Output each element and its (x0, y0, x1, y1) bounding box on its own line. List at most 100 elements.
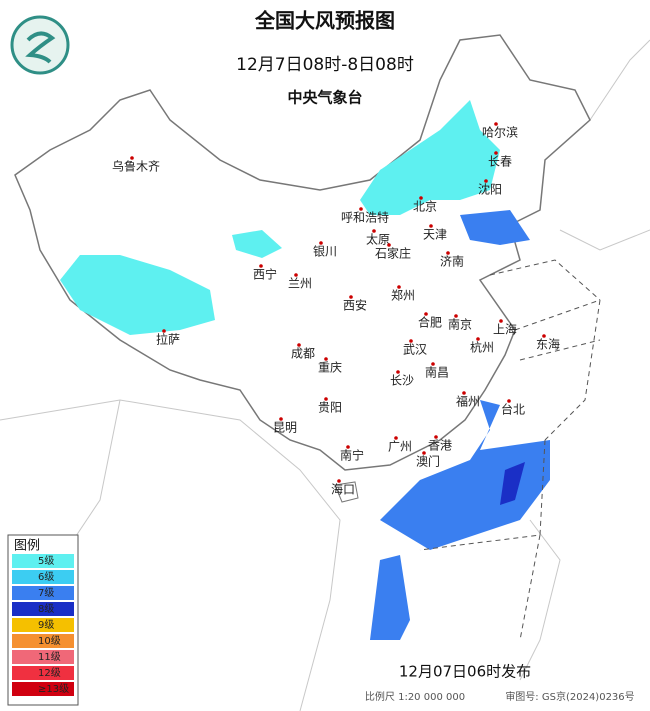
city-dot (422, 451, 426, 455)
legend-label: 8级 (38, 603, 54, 615)
city-label: 乌鲁木齐 (112, 159, 160, 174)
city-label: 拉萨 (156, 332, 180, 347)
city-dot (454, 314, 458, 318)
city-dot (476, 337, 480, 341)
city-dot (319, 241, 323, 245)
legend-label: 6级 (38, 571, 54, 583)
city-dot (499, 319, 503, 323)
city-label: 南昌 (425, 365, 449, 380)
legend-swatch (12, 602, 74, 616)
city-dot (424, 312, 428, 316)
wind-area-7 (380, 400, 550, 550)
city-dot (394, 436, 398, 440)
legend-label: 9级 (38, 619, 54, 631)
wind-area-5 (232, 230, 282, 258)
city-label: 太原 (366, 232, 390, 247)
city-dot (542, 334, 546, 338)
city-label: 呼和浩特 (341, 210, 389, 225)
wind-areas (60, 100, 550, 640)
sea-dividers (419, 259, 601, 641)
city-dot (346, 445, 350, 449)
city-dot (130, 156, 134, 160)
city-dot (397, 285, 401, 289)
legend-swatch (12, 586, 74, 600)
city-dot (507, 399, 511, 403)
city-dot (349, 295, 353, 299)
city-dot (372, 229, 376, 233)
city-dot (409, 339, 413, 343)
legend-title: 图例 (14, 539, 40, 554)
city-dot (431, 362, 435, 366)
city-dot (279, 417, 283, 421)
city-dot (494, 122, 498, 126)
city-label: 贵阳 (318, 401, 342, 415)
legend-label: 5级 (38, 555, 54, 567)
city-label: 郑州 (391, 288, 415, 303)
city-label: 西安 (343, 298, 367, 313)
legend-label: 7级 (38, 587, 54, 599)
scale: 比例尺 1:20 000 000 (365, 690, 465, 703)
logo (10, 15, 70, 75)
title: 全国大风预报图 (254, 9, 395, 33)
city-label: 哈尔滨 (482, 125, 518, 140)
city-dot (324, 397, 328, 401)
city-dot (484, 179, 488, 183)
city-label: 合肥 (418, 315, 442, 330)
city-dot (434, 435, 438, 439)
city-label: 银川 (313, 245, 337, 259)
city-label: 昆明 (273, 421, 297, 435)
city-dot (396, 370, 400, 374)
city-dot (494, 151, 498, 155)
issuer: 中央气象台 (287, 89, 362, 107)
city-label: 海口 (331, 482, 355, 497)
city-dot (387, 243, 391, 247)
city-dot (324, 357, 328, 361)
city-label: 南京 (448, 317, 472, 332)
city-label: 澳门 (416, 454, 440, 469)
wind-area-8 (500, 462, 525, 505)
legend-swatch (12, 682, 74, 696)
city-label: 天津 (423, 228, 447, 242)
legend-swatch (12, 618, 74, 632)
legend-label: 11级 (38, 651, 61, 663)
legend-label: 10级 (38, 635, 61, 647)
city-dot (419, 196, 423, 200)
legend-label: ≥13级 (38, 683, 69, 695)
city-label: 长春 (488, 155, 512, 169)
city-dot (337, 479, 341, 483)
city-label: 上海 (493, 322, 517, 337)
legend-swatch (12, 650, 74, 664)
city-label: 兰州 (288, 277, 312, 291)
review-number: 审图号: GS京(2024)0236号 (505, 690, 634, 703)
city-label: 武汉 (403, 343, 427, 357)
city-label: 东海 (536, 337, 560, 352)
city-label: 杭州 (470, 340, 494, 355)
city-label: 福州 (456, 394, 480, 409)
city-dot (297, 343, 301, 347)
city-dot (462, 391, 466, 395)
issued-time: 12月07日06时发布 (399, 663, 531, 681)
city-dot (429, 224, 433, 228)
period: 12月7日08时-8日08时 (236, 55, 414, 75)
city-dot (446, 251, 450, 255)
legend-swatch (12, 666, 74, 680)
city-label: 南宁 (340, 448, 364, 463)
city-label: 西宁 (253, 267, 277, 282)
neighbor-borders (0, 39, 650, 711)
city-dot (294, 273, 298, 277)
city-label: 济南 (440, 254, 464, 269)
legend: 图例 5级 6级 7级 8级 9级 10级 11级 12级 ≥13级 (7, 534, 79, 706)
wind-area-7 (460, 210, 530, 245)
city-label: 北京 (413, 200, 437, 214)
wind-area-5 (360, 100, 500, 215)
city-label: 长沙 (390, 374, 414, 388)
city-label: 台北 (501, 402, 525, 417)
legend-swatch (12, 554, 74, 568)
hainan (334, 481, 359, 503)
city-label: 香港 (428, 439, 452, 453)
city-dot (259, 264, 263, 268)
legend-swatch (12, 634, 74, 648)
city-dot (359, 207, 363, 211)
